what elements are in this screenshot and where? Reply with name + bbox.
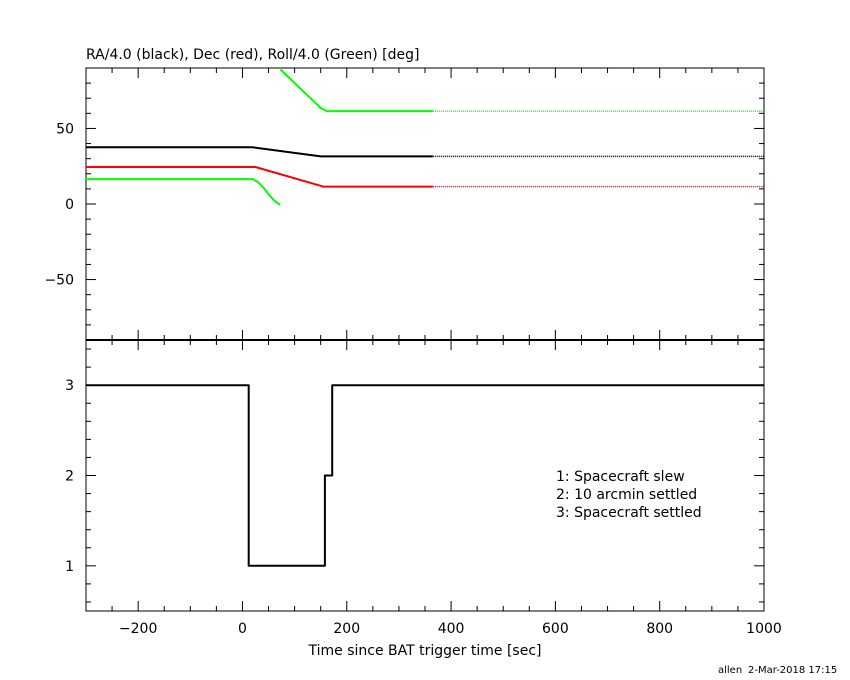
bottom-x-tick-label: 0 — [238, 621, 247, 637]
x-axis-label: Time since BAT trigger time [sec] — [308, 643, 542, 659]
top-y-tick-label: 0 — [65, 197, 74, 213]
top-panel-title: RA/4.0 (black), Dec (red), Roll/4.0 (Gre… — [86, 47, 419, 63]
legend-line-2: 2: 10 arcmin settled — [556, 487, 697, 503]
bottom-x-tick-label: 400 — [438, 621, 465, 637]
bottom-x-tick-label: 1000 — [746, 621, 782, 637]
top-series-0-line — [86, 146, 433, 158]
bottom-x-tick-label: −200 — [119, 621, 157, 637]
bottom-panel-ticks — [85, 340, 765, 611]
top-series-3-line — [279, 68, 433, 113]
top-y-tick-label: −50 — [44, 273, 74, 289]
footer-timestamp: 2-Mar-2018 17:15 — [748, 665, 837, 676]
top-panel-ticks — [85, 67, 765, 341]
bottom-panel-series — [86, 384, 764, 567]
bottom-x-tick-label: 800 — [646, 621, 673, 637]
legend-line-3: 3: Spacecraft settled — [556, 505, 702, 521]
top-panel-series — [86, 68, 764, 206]
legend-line-1: 1: Spacecraft slew — [556, 469, 685, 485]
top-series-1-line — [86, 166, 433, 188]
bottom-y-tick-label: 2 — [65, 469, 74, 485]
top-y-tick-label: 50 — [56, 121, 74, 137]
bottom-series-0-line — [86, 384, 764, 567]
bottom-panel-y-tick-labels: 1 2 3 — [65, 378, 74, 575]
top-panel-y-tick-labels: −50 0 50 — [44, 121, 74, 288]
footer-user: allen — [718, 665, 742, 676]
top-panel-frame — [85, 67, 765, 341]
top-series-2-line — [86, 178, 281, 206]
bottom-panel-x-tick-labels: −200 0 200 400 600 800 1000 — [119, 621, 782, 637]
bottom-x-tick-label: 600 — [542, 621, 569, 637]
bottom-y-tick-label: 1 — [65, 559, 74, 575]
bottom-y-tick-label: 3 — [65, 378, 74, 394]
bottom-x-tick-label: 200 — [333, 621, 360, 637]
